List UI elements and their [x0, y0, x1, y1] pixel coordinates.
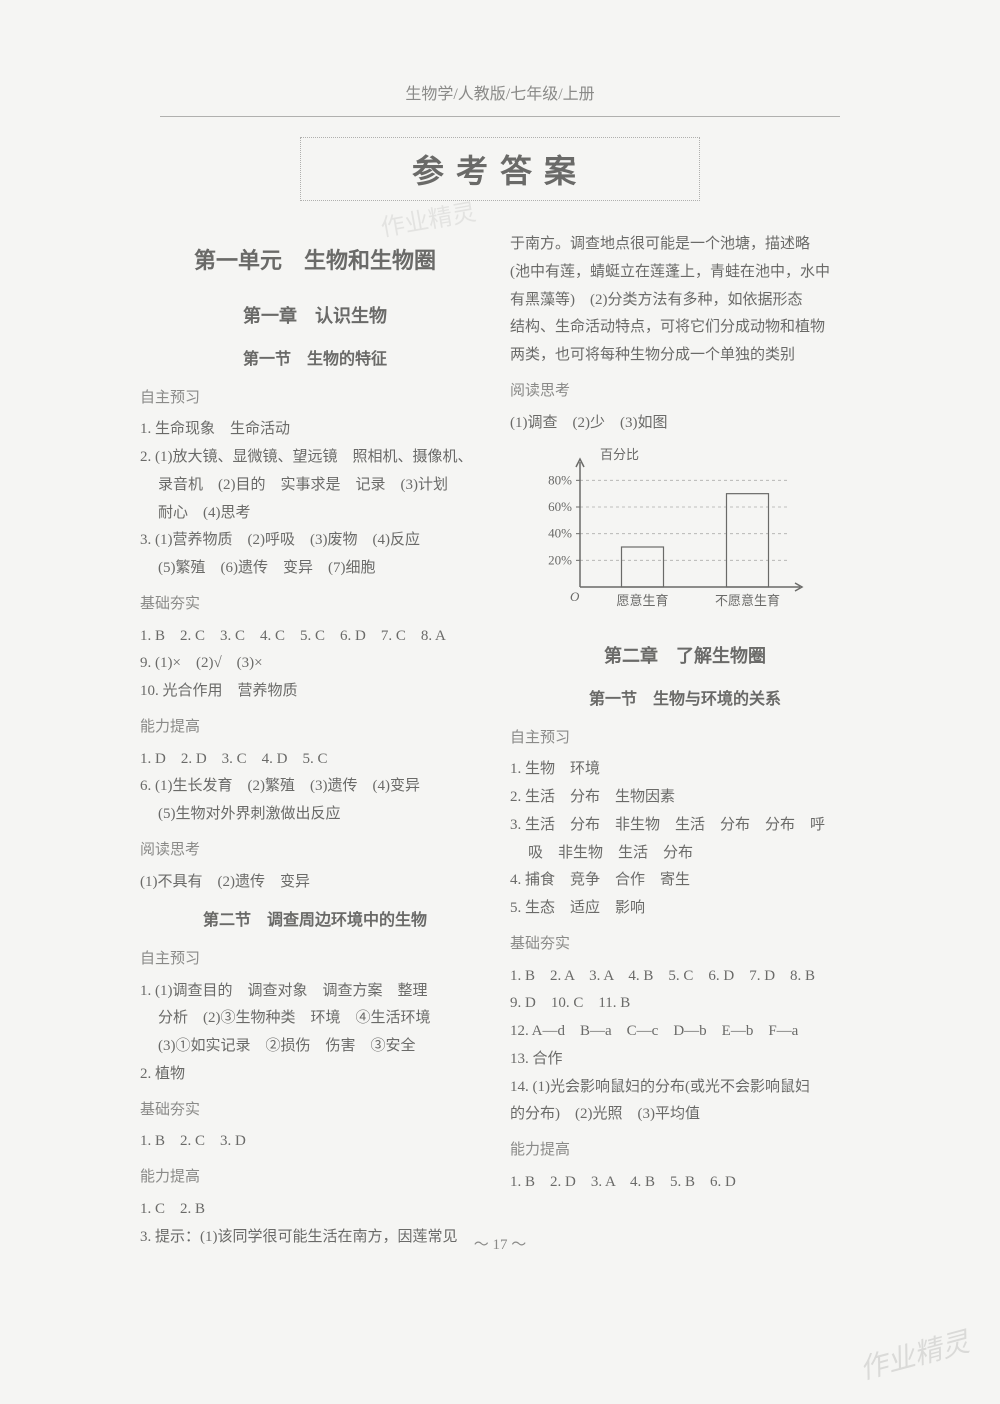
content-wrapper: 第一单元 生物和生物圈 第一章 认识生物 第一节 生物的特征 自主预习 1. 生…	[40, 231, 960, 1251]
answer-line: 录音机 (2)目的 实事求是 记录 (3)计划	[140, 472, 490, 500]
bar-chart: 百分比 20% 40% 60% 80% O 愿意生育 不愿意生育	[530, 447, 860, 628]
answer-line: 1. 生物 环境	[510, 756, 860, 784]
answer-line: 2. 植物	[140, 1061, 490, 1089]
answer-line: 耐心 (4)思考	[140, 500, 490, 528]
answer-line: 吸 非生物 生活 分布	[510, 840, 860, 868]
answer-line: 2. 生活 分布 生物因素	[510, 784, 860, 812]
answer-line: (5)繁殖 (6)遗传 变异 (7)细胞	[140, 555, 490, 583]
page-header: 生物学/人教版/七年级/上册	[40, 80, 960, 104]
jichu2-label: 基础夯实	[140, 1097, 490, 1125]
answer-line: 有黑藻等) (2)分类方法有多种，如依据形态	[510, 287, 860, 315]
answer-line: 1. B 2. C 3. C 4. C 5. C 6. D 7. C 8. A	[140, 623, 490, 651]
section1-title: 第一节 生物的特征	[140, 345, 490, 375]
zizhu3-label: 自主预习	[510, 725, 860, 753]
answer-line: 3. 生活 分布 非生物 生活 分布 分布 呼	[510, 812, 860, 840]
svg-text:O: O	[570, 589, 580, 604]
answer-line: 14. (1)光会影响鼠妇的分布(或光不会影响鼠妇	[510, 1074, 860, 1102]
svg-text:20%: 20%	[548, 553, 572, 568]
nengli3-label: 能力提高	[510, 1137, 860, 1165]
yuedu1-label: 阅读思考	[140, 837, 490, 865]
chapter2-title: 第二章 了解生物圈	[510, 640, 860, 673]
answer-line: (3)①如实记录 ②损伤 伤害 ③安全	[140, 1033, 490, 1061]
left-column: 第一单元 生物和生物圈 第一章 认识生物 第一节 生物的特征 自主预习 1. 生…	[140, 231, 490, 1251]
svg-text:愿意生育: 愿意生育	[616, 593, 668, 608]
answer-line: 分析 (2)③生物种类 环境 ④生活环境	[140, 1005, 490, 1033]
yuedu2-label: 阅读思考	[510, 378, 860, 406]
main-title-box: 参考答案	[300, 137, 700, 201]
zizhu1-label: 自主预习	[140, 385, 490, 413]
answer-line: 9. (1)× (2)√ (3)×	[140, 650, 490, 678]
watermark-bottom: 作业精灵	[855, 1320, 974, 1388]
answer-line: 6. (1)生长发育 (2)繁殖 (3)遗传 (4)变异	[140, 773, 490, 801]
nengli2-label: 能力提高	[140, 1164, 490, 1192]
section2-title: 第二节 调查周边环境中的生物	[140, 906, 490, 936]
svg-text:60%: 60%	[548, 499, 572, 514]
svg-text:不愿意生育: 不愿意生育	[715, 593, 780, 608]
answer-line: 于南方。调查地点很可能是一个池塘，描述略	[510, 231, 860, 259]
answer-line: 1. (1)调查目的 调查对象 调查方案 整理	[140, 978, 490, 1006]
answer-line: 结构、生命活动特点，可将它们分成动物和植物	[510, 314, 860, 342]
answer-line: 1. C 2. B	[140, 1196, 490, 1224]
answer-line: (1)调查 (2)少 (3)如图	[510, 410, 860, 438]
answer-line: 1. B 2. C 3. D	[140, 1128, 490, 1156]
svg-text:40%: 40%	[548, 526, 572, 541]
answer-line: 1. 生命现象 生命活动	[140, 416, 490, 444]
unit-title: 第一单元 生物和生物圈	[140, 241, 490, 282]
chapter1-title: 第一章 认识生物	[140, 300, 490, 333]
answer-line: 12. A—d B—a C—c D—b E—b F—a	[510, 1018, 860, 1046]
answer-line: 1. B 2. A 3. A 4. B 5. C 6. D 7. D 8. B	[510, 963, 860, 991]
chart-svg: 百分比 20% 40% 60% 80% O 愿意生育 不愿意生育	[530, 447, 810, 617]
jichu3-label: 基础夯实	[510, 931, 860, 959]
jichu1-label: 基础夯实	[140, 591, 490, 619]
answer-line: 的分布) (2)光照 (3)平均值	[510, 1101, 860, 1129]
answer-line: 1. D 2. D 3. C 4. D 5. C	[140, 746, 490, 774]
answer-line: (5)生物对外界刺激做出反应	[140, 801, 490, 829]
answer-line: 9. D 10. C 11. B	[510, 990, 860, 1018]
page-number: ～ 17 ～	[0, 1233, 1000, 1254]
nengli1-label: 能力提高	[140, 714, 490, 742]
svg-text:80%: 80%	[548, 473, 572, 488]
answer-line: 1. B 2. D 3. A 4. B 5. B 6. D	[510, 1169, 860, 1197]
zizhu2-label: 自主预习	[140, 946, 490, 974]
answer-line: 13. 合作	[510, 1046, 860, 1074]
answer-line: 两类，也可将每种生物分成一个单独的类别	[510, 342, 860, 370]
main-title: 参考答案	[331, 146, 669, 192]
answer-line: 4. 捕食 竞争 合作 寄生	[510, 867, 860, 895]
answer-line: 10. 光合作用 营养物质	[140, 678, 490, 706]
section3-title: 第一节 生物与环境的关系	[510, 685, 860, 715]
answer-line: 2. (1)放大镜、显微镜、望远镜 照相机、摄像机、	[140, 444, 490, 472]
answer-line: (1)不具有 (2)遗传 变异	[140, 869, 490, 897]
answer-line: 5. 生态 适应 影响	[510, 895, 860, 923]
right-column: 于南方。调查地点很可能是一个池塘，描述略 (池中有莲，蜻蜓立在莲蓬上，青蛙在池中…	[510, 231, 860, 1251]
header-divider	[160, 116, 840, 117]
answer-line: (池中有莲，蜻蜓立在莲蓬上，青蛙在池中，水中	[510, 259, 860, 287]
answer-line: 3. (1)营养物质 (2)呼吸 (3)废物 (4)反应	[140, 527, 490, 555]
svg-text:百分比: 百分比	[600, 447, 639, 462]
